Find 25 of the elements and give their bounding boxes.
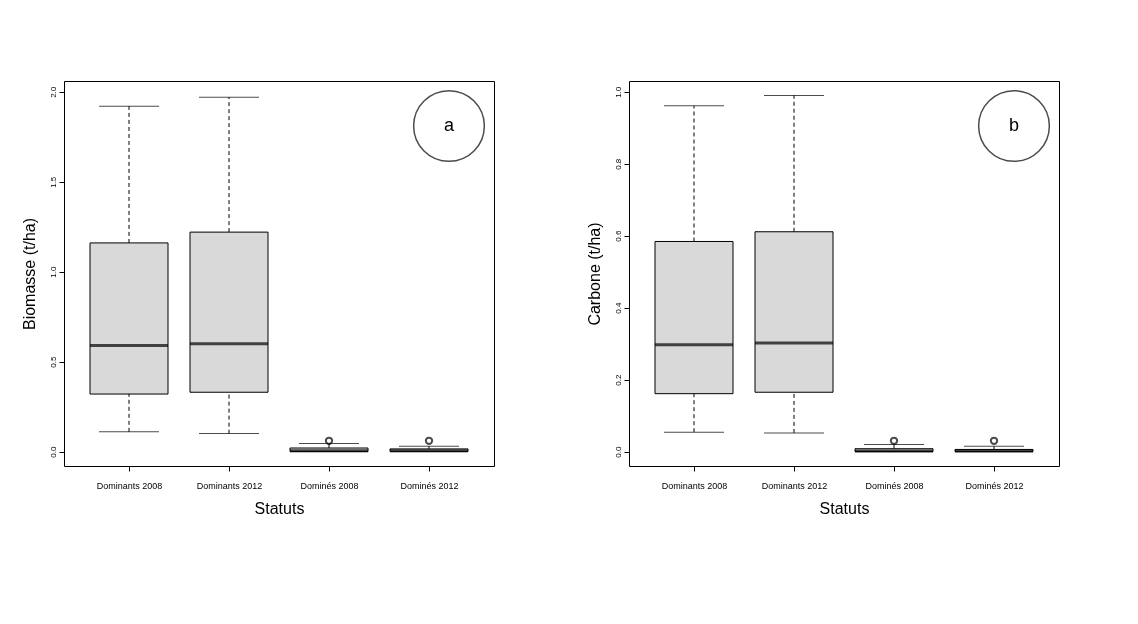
annotation: b bbox=[1008, 115, 1020, 135]
y-axis-title: Carbone (t/ha) bbox=[585, 222, 603, 326]
x-tick-label: Dominés 2008 bbox=[865, 480, 924, 491]
y-tick-label: 0.2 bbox=[613, 374, 623, 386]
y-tick-label: 0.8 bbox=[613, 158, 623, 170]
x-tick-label: Dominés 2008 bbox=[300, 480, 359, 491]
y-tick-label: 0.4 bbox=[613, 302, 623, 314]
x-tick-label: Dominés 2012 bbox=[400, 480, 459, 491]
y-tick-label: 0.5 bbox=[48, 356, 58, 368]
x-tick-label: Dominants 2012 bbox=[761, 480, 828, 491]
x-tick-label: Dominants 2012 bbox=[196, 480, 263, 491]
y-tick-label: 0.6 bbox=[613, 230, 623, 242]
annotation: a bbox=[443, 115, 455, 135]
y-tick-label: 2.0 bbox=[48, 86, 58, 98]
y-tick-label: 0.0 bbox=[48, 446, 58, 458]
y-axis-title: Biomasse (t/ha) bbox=[20, 217, 38, 331]
x-axis-title: Statuts bbox=[819, 499, 870, 517]
y-tick-label: 0.0 bbox=[613, 446, 623, 458]
x-tick-label: Dominants 2008 bbox=[96, 480, 163, 491]
x-axis-title: Statuts bbox=[254, 499, 305, 517]
y-tick-label: 1.0 bbox=[613, 86, 623, 98]
y-tick-label: 1.0 bbox=[48, 266, 58, 278]
x-tick-label: Dominés 2012 bbox=[965, 480, 1024, 491]
y-tick-label: 1.5 bbox=[48, 176, 58, 188]
x-tick-label: Dominants 2008 bbox=[661, 480, 728, 491]
